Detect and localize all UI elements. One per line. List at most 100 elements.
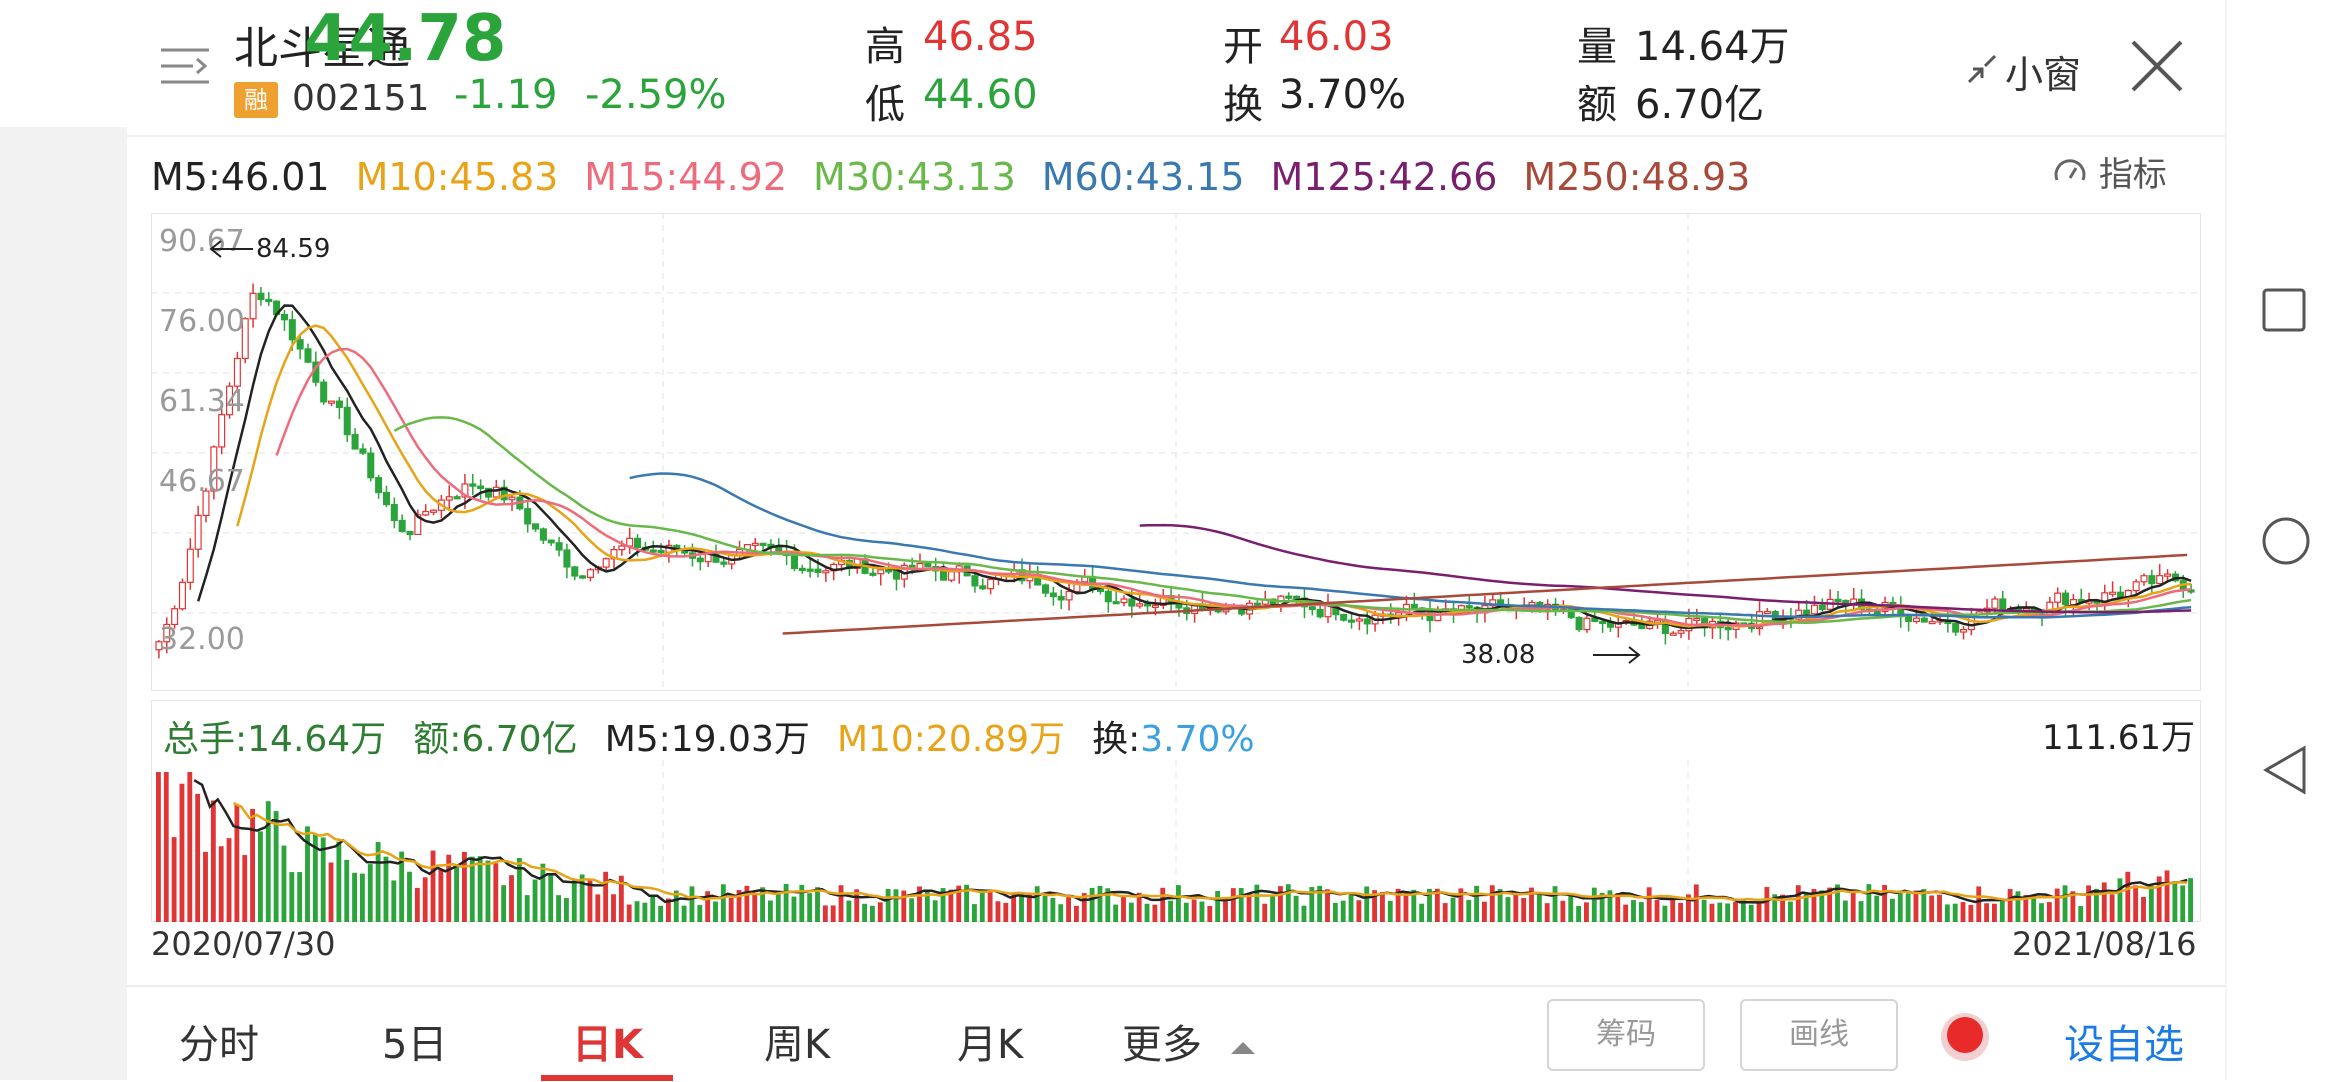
candle-body (171, 608, 179, 626)
volume-bar (399, 851, 405, 922)
volume-bar (1356, 900, 1362, 922)
volume-bar (336, 841, 342, 922)
volume-bar (493, 863, 499, 922)
volume-bar (838, 885, 844, 922)
volume-bar (1089, 887, 1095, 922)
candlestick-chart[interactable]: 90.67 76.00 61.34 46.67 32.00 84.59 38.08 (151, 213, 2201, 691)
volume-bar (673, 890, 679, 922)
candle-body (1253, 602, 1261, 606)
draw-line-button[interactable]: 画线 (1740, 999, 1898, 1071)
volume-turnover: 3.70% (1140, 719, 1255, 760)
volume-bar (1003, 902, 1009, 922)
volume-bar (893, 889, 899, 922)
volume-bar (1270, 895, 1275, 922)
volume-bar (2133, 885, 2139, 922)
back-icon[interactable] (2262, 744, 2308, 796)
volume-bar (822, 905, 828, 922)
tab-5day[interactable]: 5日 (382, 1022, 448, 1068)
volume-bar (1584, 902, 1589, 922)
candle-body (790, 554, 798, 570)
moving-average-line (393, 416, 2192, 624)
volume-bar (360, 873, 365, 922)
tab-more[interactable]: 更多 (1122, 1012, 1257, 1070)
volume-bar (383, 856, 389, 922)
tab-day-k[interactable]: 日K (572, 1022, 643, 1068)
volume-bar (846, 900, 852, 922)
close-icon[interactable] (2127, 36, 2187, 96)
candle-body (759, 542, 767, 546)
volume-bar (1827, 887, 1833, 922)
volume-bar (2023, 894, 2029, 922)
moving-average-line (236, 324, 2192, 628)
volume-bar (1246, 893, 1252, 922)
record-icon[interactable] (1937, 1009, 1993, 1065)
recent-apps-icon[interactable] (2260, 286, 2308, 334)
candle-body (1049, 592, 1057, 598)
volume-bar (501, 885, 507, 922)
candle-body (1128, 598, 1136, 607)
candle-body (1120, 598, 1128, 604)
tab-week-k[interactable]: 周K (764, 1022, 831, 1068)
volume-max: 111.61万 (2042, 718, 2195, 758)
candle-body (1057, 595, 1065, 601)
candle-body (453, 496, 461, 500)
candle-body (657, 549, 665, 554)
candle-body (508, 496, 516, 501)
candle-body (2054, 592, 2062, 603)
candle-body (430, 509, 438, 513)
volume-bar (1442, 903, 1448, 922)
volume-bar (446, 854, 452, 922)
candle-body (335, 400, 343, 408)
candle-body (280, 313, 288, 321)
volume-bar (1113, 904, 1119, 922)
volume-bar (1395, 888, 1401, 922)
amount-label: 额 (1577, 82, 1617, 128)
indicator-button[interactable]: 指标 (2052, 147, 2167, 196)
volume-bar (618, 875, 624, 922)
volume-bar (477, 856, 483, 922)
small-window-button[interactable]: 小窗 (1965, 44, 2115, 97)
home-icon[interactable] (2260, 515, 2312, 567)
volume-bar (352, 872, 357, 922)
volume-bar (1638, 902, 1644, 922)
volume-bar (571, 879, 577, 922)
volume-value: 14.64万 (1635, 24, 1790, 70)
candle-body (390, 503, 398, 522)
volume-bar (1168, 900, 1173, 922)
candle-body (1669, 632, 1677, 636)
volume-bar (1332, 902, 1338, 922)
volume-bar (1019, 894, 1024, 922)
volume-bar (1505, 897, 1511, 922)
volume-bar (1364, 886, 1370, 922)
volume-bar (1733, 901, 1738, 922)
candle-body (1763, 610, 1771, 615)
volume-bar (195, 793, 201, 922)
volume-bar (2062, 885, 2068, 922)
volume-bar (1223, 900, 1228, 922)
menu-icon[interactable] (159, 42, 211, 92)
candle-body (1340, 613, 1348, 621)
volume-bar (1513, 894, 1519, 922)
volume-bar (1128, 902, 1134, 922)
add-watchlist-button[interactable]: 设自选 (2064, 1022, 2184, 1068)
candle-body (1293, 595, 1301, 599)
candle-body (1912, 617, 1920, 623)
quote-header: 北斗星通 44.78 融 002151 -1.19 -2.59% 高 46.85… (127, 0, 2225, 137)
volume-bar (1136, 892, 1142, 922)
low-annotation: 38.08 (1461, 640, 1535, 670)
tab-month-k[interactable]: 月K (957, 1022, 1024, 1068)
period-tabs: 分时 5日 日K 周K 月K 更多 筹码 画线 设自选 (127, 985, 2225, 1082)
chip-button[interactable]: 筹码 (1547, 999, 1705, 1071)
volume-bar (289, 872, 295, 922)
volume-bar (972, 904, 977, 922)
candle-body (940, 570, 948, 581)
volume-bar (1811, 889, 1817, 922)
volume-bar (995, 901, 1001, 922)
volume-bar (956, 885, 962, 922)
volume-bar (2172, 881, 2178, 922)
tab-fenshi[interactable]: 分时 (179, 1022, 259, 1068)
volume-bar (783, 883, 789, 922)
volume-chart[interactable] (151, 700, 2201, 922)
volume-bar (422, 877, 428, 922)
volume-bar (265, 801, 271, 922)
